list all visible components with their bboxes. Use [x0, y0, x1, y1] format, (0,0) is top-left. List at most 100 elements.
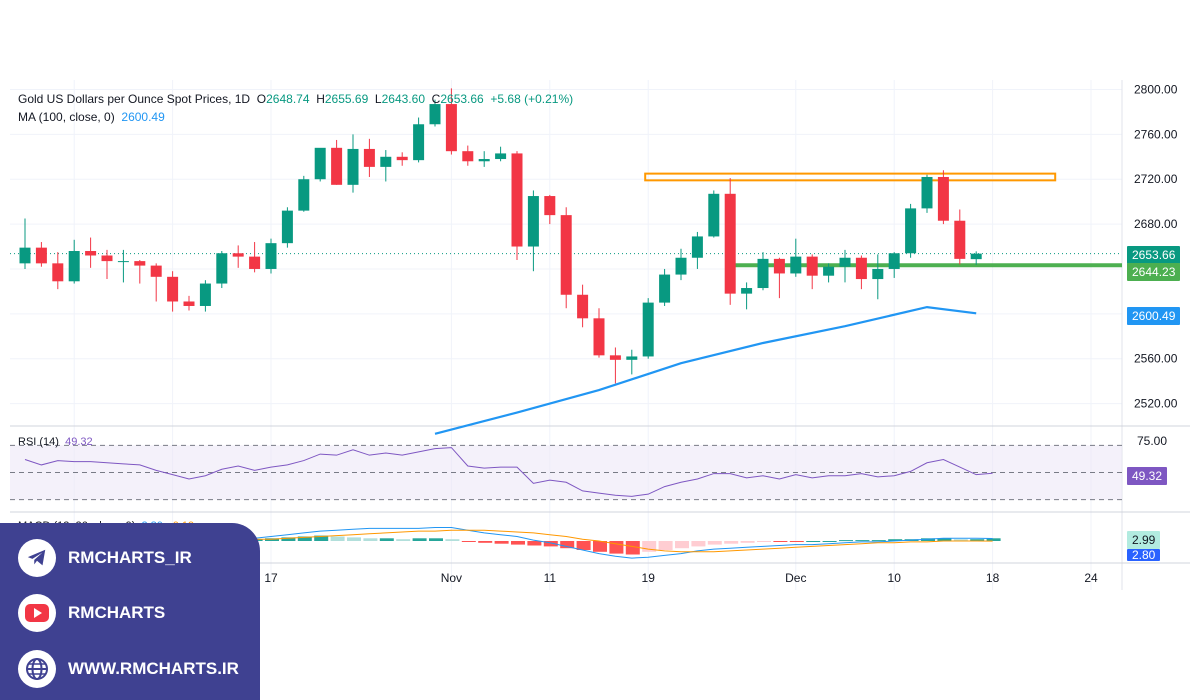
candle-body[interactable]: [937, 176, 949, 221]
rsi-line: [24, 447, 993, 497]
y-tick-label: 2760.00: [1134, 127, 1178, 141]
x-tick-label: 18: [986, 571, 1000, 585]
candle-body[interactable]: [626, 356, 638, 360]
x-tick-label: Nov: [441, 571, 462, 585]
candle-body[interactable]: [331, 147, 343, 185]
candle-body[interactable]: [560, 215, 572, 295]
candle-body[interactable]: [642, 302, 654, 357]
candle-body[interactable]: [593, 318, 605, 356]
rsi-band: [10, 445, 1122, 500]
candle-body[interactable]: [232, 253, 244, 257]
candle-body[interactable]: [609, 355, 621, 360]
candle-body[interactable]: [741, 288, 753, 294]
macd-hist-bar: [494, 541, 509, 544]
candle-body[interactable]: [265, 243, 277, 269]
candle-body[interactable]: [85, 251, 97, 256]
candle-body[interactable]: [675, 257, 687, 275]
candle-body[interactable]: [708, 193, 720, 237]
youtube-icon: [18, 594, 56, 632]
candle-body[interactable]: [380, 156, 392, 167]
candle-body[interactable]: [101, 255, 113, 262]
open-value: 2648.74: [266, 92, 310, 106]
candle-body[interactable]: [970, 253, 982, 260]
candle-body[interactable]: [68, 251, 80, 282]
candle-body[interactable]: [872, 268, 884, 280]
candle-body[interactable]: [347, 148, 359, 185]
telegram-row[interactable]: RMCHARTS_IR: [18, 539, 192, 577]
candle-body[interactable]: [183, 301, 195, 306]
candle-body[interactable]: [314, 147, 326, 180]
macd-hist-bar: [888, 539, 903, 541]
candle-body[interactable]: [429, 104, 441, 125]
macd-hist-bar: [396, 539, 411, 541]
ma100-line: [434, 305, 977, 435]
candle-body[interactable]: [462, 151, 474, 162]
macd-hist-bar: [707, 541, 722, 545]
resistance-zone[interactable]: [644, 172, 1057, 182]
candle-body[interactable]: [511, 153, 523, 247]
macd-hist-bar: [511, 541, 525, 545]
candle-body[interactable]: [495, 153, 507, 160]
candle-body[interactable]: [790, 256, 802, 274]
candle-body[interactable]: [478, 159, 490, 162]
candle-body[interactable]: [363, 148, 375, 167]
candle-body[interactable]: [954, 220, 966, 259]
candle-body[interactable]: [249, 256, 261, 269]
candle-body[interactable]: [544, 196, 556, 216]
candle-body[interactable]: [855, 257, 867, 280]
candle-body[interactable]: [167, 276, 179, 302]
macd-hist-bar: [691, 541, 706, 547]
candle-body[interactable]: [757, 258, 769, 289]
candle-body[interactable]: [19, 247, 31, 264]
candle-body[interactable]: [659, 274, 671, 303]
x-tick-label: 19: [642, 571, 656, 585]
macd-hist-bar: [314, 535, 329, 541]
website-row[interactable]: WWW.RMCHARTS.IR: [18, 650, 239, 688]
candle-body[interactable]: [527, 196, 539, 247]
candle-body[interactable]: [806, 256, 818, 276]
candle-body[interactable]: [839, 257, 851, 267]
candle-body[interactable]: [52, 263, 64, 282]
x-tick-label: 10: [888, 571, 902, 585]
macd-hist-bar: [740, 541, 755, 543]
rsi-legend-value: 49.32: [65, 436, 93, 448]
candle-body[interactable]: [445, 104, 457, 152]
candle-body[interactable]: [199, 283, 211, 306]
candle-body[interactable]: [773, 258, 785, 274]
youtube-row[interactable]: RMCHARTS: [18, 594, 165, 632]
candle-body[interactable]: [413, 124, 425, 161]
low-value: 2643.60: [381, 92, 425, 106]
candle-body[interactable]: [216, 253, 228, 284]
macd-hist-bar: [265, 538, 279, 541]
last-price-badge: 2653.66: [1127, 246, 1181, 264]
candle-body[interactable]: [823, 266, 835, 276]
macd-hist-bar: [412, 538, 427, 541]
candle-body[interactable]: [298, 179, 310, 211]
macd-badge-top: 2.99: [1127, 531, 1161, 549]
candle-body[interactable]: [888, 253, 900, 269]
rsi-legend: RSI (14) 49.32: [18, 436, 93, 448]
ma-label: MA (100, close, 0): [18, 110, 115, 124]
high-label: H: [316, 92, 325, 106]
candle-body[interactable]: [921, 176, 933, 209]
candle-body[interactable]: [905, 208, 917, 254]
candle-body[interactable]: [35, 247, 47, 264]
candle-body[interactable]: [117, 261, 129, 263]
macd-hist-bar: [970, 539, 985, 541]
ma-legend: MA (100, close, 0) 2600.49: [18, 110, 165, 124]
candle-body[interactable]: [396, 156, 408, 161]
ma-badge: 2600.49: [1127, 307, 1181, 325]
candle-body[interactable]: [134, 261, 146, 266]
candle-body[interactable]: [281, 210, 293, 244]
macd-hist-bar: [576, 541, 591, 550]
rsi-label: RSI (14): [18, 436, 59, 448]
candle-body[interactable]: [150, 265, 162, 277]
candle-body[interactable]: [724, 193, 736, 294]
macd-hist-bar: [429, 538, 443, 541]
macd-hist-bar: [445, 539, 460, 541]
candle-body[interactable]: [577, 294, 589, 319]
youtube-handle: RMCHARTS: [68, 603, 166, 622]
candle-body[interactable]: [691, 236, 703, 258]
macd-hist-bar: [789, 541, 804, 542]
